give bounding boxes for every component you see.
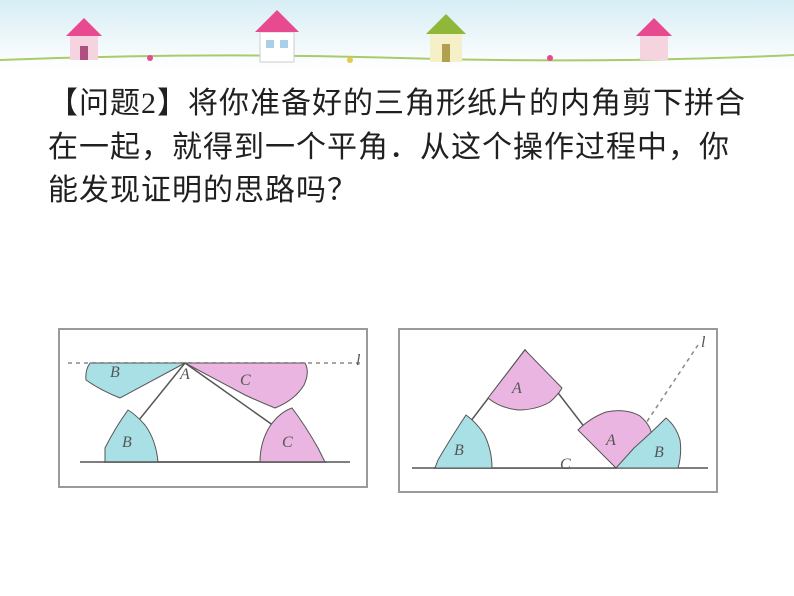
header-strip: [0, 0, 794, 70]
label-C-bot-left: C: [282, 434, 293, 452]
label-A-left: A: [180, 366, 190, 384]
label-A-bot-right: A: [606, 432, 616, 450]
label-B-bot-left: B: [122, 434, 132, 452]
label-A-top-right: A: [512, 380, 522, 398]
diagram-container: l A B B C C l A B C A B: [58, 328, 728, 503]
label-B-right-right: B: [654, 444, 664, 462]
label-B-left-right: B: [454, 442, 464, 460]
label-l-left: l: [356, 352, 360, 370]
label-C-top-left: C: [240, 372, 251, 390]
label-B-top-left: B: [110, 364, 120, 382]
diagram-left: l A B B C C: [58, 328, 368, 488]
label-C-right: C: [560, 456, 571, 474]
question-text: 【问题2】将你准备好的三角形纸片的内角剪下拼合在一起，就得到一个平角．从这个操作…: [48, 82, 748, 213]
header-houses: [0, 0, 794, 70]
diagram-right: l A B C A B: [398, 328, 718, 493]
label-l-right: l: [701, 334, 705, 352]
